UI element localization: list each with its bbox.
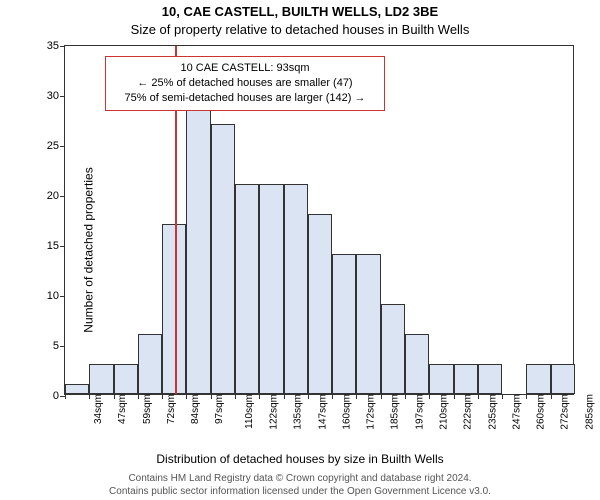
x-tick-label: 285sqm: [584, 394, 595, 430]
y-tick: [60, 146, 65, 147]
histogram-bar: [211, 124, 235, 394]
x-axis-label: Distribution of detached houses by size …: [0, 452, 600, 466]
attribution-line-1: Contains HM Land Registry data © Crown c…: [0, 472, 600, 485]
histogram-bar: [259, 184, 283, 394]
histogram-bar: [405, 334, 429, 394]
x-tick: [138, 394, 139, 399]
histogram-bar: [478, 364, 502, 394]
x-tick-label: 247sqm: [511, 394, 522, 430]
info-box-line: 10 CAE CASTELL: 93sqm: [114, 61, 376, 76]
attribution-line-2: Contains public sector information licen…: [0, 485, 600, 498]
x-tick-label: 210sqm: [439, 394, 450, 430]
x-tick-label: 185sqm: [390, 394, 401, 430]
x-tick: [284, 394, 285, 399]
x-tick: [405, 394, 406, 399]
histogram-bar: [89, 364, 113, 394]
x-tick: [429, 394, 430, 399]
x-tick-label: 197sqm: [414, 394, 425, 430]
chart-container: 10, CAE CASTELL, BUILTH WELLS, LD2 3BE S…: [0, 0, 600, 500]
y-tick: [60, 46, 65, 47]
histogram-bar: [235, 184, 259, 394]
info-box-line: 75% of semi-detached houses are larger (…: [114, 91, 376, 106]
x-tick-label: 122sqm: [269, 394, 280, 430]
y-tick: [60, 196, 65, 197]
x-tick-label: 260sqm: [536, 394, 547, 430]
x-tick-label: 135sqm: [293, 394, 304, 430]
y-tick-label: 35: [47, 40, 59, 52]
y-tick-label: 0: [53, 390, 59, 402]
histogram-bar: [65, 384, 89, 394]
x-tick: [381, 394, 382, 399]
x-tick-label: 97sqm: [214, 394, 225, 424]
x-tick-label: 34sqm: [93, 394, 104, 424]
y-tick: [60, 246, 65, 247]
info-box-line: ← 25% of detached houses are smaller (47…: [114, 76, 376, 91]
info-box: 10 CAE CASTELL: 93sqm← 25% of detached h…: [105, 56, 385, 111]
x-tick-label: 235sqm: [487, 394, 498, 430]
x-tick: [478, 394, 479, 399]
x-tick: [114, 394, 115, 399]
histogram-bar: [114, 364, 138, 394]
y-tick: [60, 96, 65, 97]
x-tick: [332, 394, 333, 399]
y-tick: [60, 296, 65, 297]
x-tick-label: 272sqm: [560, 394, 571, 430]
x-tick: [211, 394, 212, 399]
histogram-bar: [284, 184, 308, 394]
histogram-bar: [381, 304, 405, 394]
x-tick-label: 110sqm: [244, 394, 255, 429]
x-tick: [308, 394, 309, 399]
y-tick-label: 20: [47, 190, 59, 202]
x-tick-label: 160sqm: [341, 394, 352, 430]
x-tick-label: 59sqm: [142, 394, 153, 424]
chart-title-sub: Size of property relative to detached ho…: [0, 22, 600, 37]
x-tick: [454, 394, 455, 399]
x-tick-label: 84sqm: [190, 394, 201, 424]
x-tick: [526, 394, 527, 399]
histogram-bar: [186, 104, 210, 394]
x-tick: [162, 394, 163, 399]
x-tick-label: 47sqm: [117, 394, 128, 424]
histogram-bar: [429, 364, 453, 394]
y-tick-label: 30: [47, 90, 59, 102]
histogram-bar: [526, 364, 550, 394]
x-tick: [356, 394, 357, 399]
x-tick: [186, 394, 187, 399]
y-tick-label: 5: [53, 340, 59, 352]
y-tick: [60, 346, 65, 347]
x-tick-label: 172sqm: [366, 394, 377, 430]
x-tick-label: 222sqm: [463, 394, 474, 430]
x-tick-label: 72sqm: [166, 394, 177, 424]
x-tick-label: 147sqm: [317, 394, 328, 430]
y-tick-label: 25: [47, 140, 59, 152]
chart-title-main: 10, CAE CASTELL, BUILTH WELLS, LD2 3BE: [0, 4, 600, 19]
histogram-bar: [308, 214, 332, 394]
histogram-bar: [551, 364, 575, 394]
histogram-bar: [332, 254, 356, 394]
y-tick-label: 10: [47, 290, 59, 302]
histogram-bar: [356, 254, 380, 394]
y-tick-label: 15: [47, 240, 59, 252]
histogram-bar: [138, 334, 162, 394]
x-tick: [502, 394, 503, 399]
x-tick: [89, 394, 90, 399]
histogram-bar: [454, 364, 478, 394]
x-tick: [65, 394, 66, 399]
x-tick: [235, 394, 236, 399]
x-tick: [551, 394, 552, 399]
x-tick: [259, 394, 260, 399]
plot-area: 0510152025303534sqm47sqm59sqm72sqm84sqm9…: [64, 45, 574, 395]
attribution-text: Contains HM Land Registry data © Crown c…: [0, 472, 600, 498]
